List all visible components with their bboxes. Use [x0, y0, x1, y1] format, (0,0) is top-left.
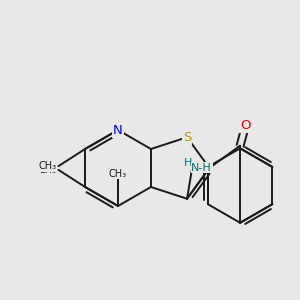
- Text: N: N: [113, 124, 123, 136]
- Text: CH₃: CH₃: [38, 165, 56, 175]
- Text: N-H: N-H: [191, 163, 212, 172]
- Text: CH₃: CH₃: [109, 169, 127, 179]
- Text: O: O: [240, 119, 251, 132]
- Text: CH₃: CH₃: [38, 161, 56, 171]
- Text: S: S: [183, 131, 191, 144]
- Text: H: H: [184, 158, 192, 167]
